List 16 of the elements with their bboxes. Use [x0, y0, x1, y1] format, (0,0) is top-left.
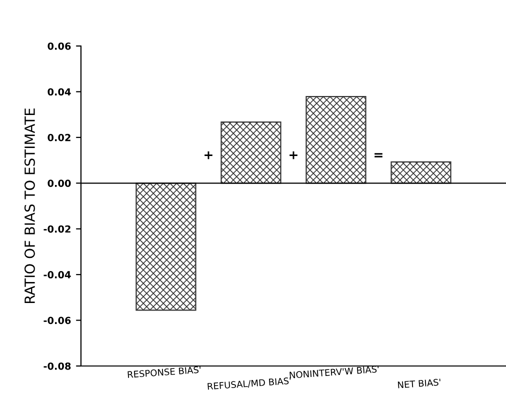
y-tick-label: 0.04 [48, 88, 71, 96]
y-tick-label: -0.02 [44, 225, 70, 233]
y-tick-label: 0.02 [48, 134, 70, 142]
annotation: + [204, 151, 212, 160]
y-axis-title: RATIO OF BIAS TO ESTIMATE [24, 108, 35, 304]
y-tick-label: 0.00 [48, 180, 71, 187]
x-tick-label: NET BIAS' [398, 378, 441, 388]
x-tick-label: RESPONSE BIAS' [128, 366, 201, 378]
annotation: = [374, 153, 382, 158]
x-tick-label: NONINTERV'W BIAS' [290, 366, 379, 379]
y-tick-label: 0.06 [48, 42, 71, 50]
annotation: + [290, 151, 298, 160]
y-tick-label: -0.04 [44, 271, 71, 278]
y-tick-label: -0.06 [44, 316, 71, 324]
y-tick-label: -0.08 [44, 362, 71, 370]
x-tick-label: REFUSAL/MD BIAS' [208, 377, 291, 390]
